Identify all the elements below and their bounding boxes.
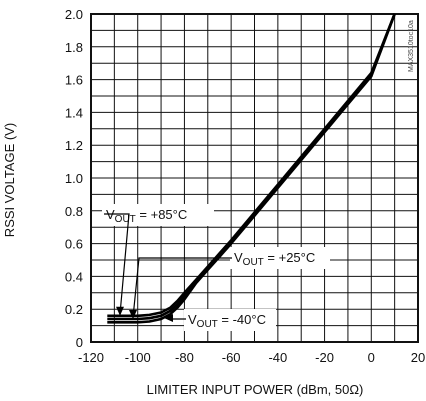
y-tick-label: 1.4 <box>65 105 83 120</box>
plot-frame <box>90 13 419 343</box>
x-axis-title: LIMITER INPUT POWER (dBm, 50Ω) <box>147 382 364 397</box>
annotation-backdrop <box>184 309 276 331</box>
y-tick-label: 0.4 <box>65 269 83 284</box>
series-layer <box>107 13 396 324</box>
x-tick-label: -80 <box>175 350 194 365</box>
annotation-backdrop <box>230 247 330 269</box>
y-axis-title: RSSI VOLTAGE (V) <box>2 123 17 237</box>
leader-line-25c <box>132 257 232 318</box>
y-tick-label: 0 <box>76 335 83 350</box>
y-tick-label: 2.0 <box>65 7 83 22</box>
y-tick-label: 1.0 <box>65 171 83 186</box>
y-tick-label: 0.2 <box>65 302 83 317</box>
y-tick-label: 1.8 <box>65 40 83 55</box>
x-tick-label: -40 <box>268 350 287 365</box>
series-line-0 <box>107 13 396 318</box>
y-tick-label: 0.6 <box>65 237 83 252</box>
annotation-backdrop <box>102 204 214 226</box>
leader-line-85c <box>104 213 130 315</box>
figure-watermark: MAX3510toc10a <box>408 20 415 72</box>
x-tick-label: -20 <box>315 350 334 365</box>
y-tick-label: 1.2 <box>65 138 83 153</box>
arrow-head <box>116 306 124 316</box>
arrow-head <box>164 314 173 322</box>
x-tick-label: -120 <box>78 350 104 365</box>
y-tick-label: 0.8 <box>65 204 83 219</box>
x-tick-label: -60 <box>222 350 241 365</box>
series-line-1 <box>107 13 396 321</box>
series-line-2 <box>107 13 396 324</box>
arrow-head <box>129 310 137 320</box>
x-tick-label: 20 <box>411 350 425 365</box>
x-tick-label: 0 <box>368 350 375 365</box>
annotation-label-1: VOUT = +25°C <box>234 250 315 268</box>
y-tick-label: 1.6 <box>65 73 83 88</box>
grid <box>90 13 419 343</box>
annotation-label-2: VOUT = -40°C <box>188 312 266 330</box>
tick-labels: 0 0.2 0.4 0.6 0.8 1.0 1.2 1.4 1.6 1.8 2.0 -120 -100 -… <box>65 7 425 365</box>
x-tick-label: -100 <box>125 350 151 365</box>
